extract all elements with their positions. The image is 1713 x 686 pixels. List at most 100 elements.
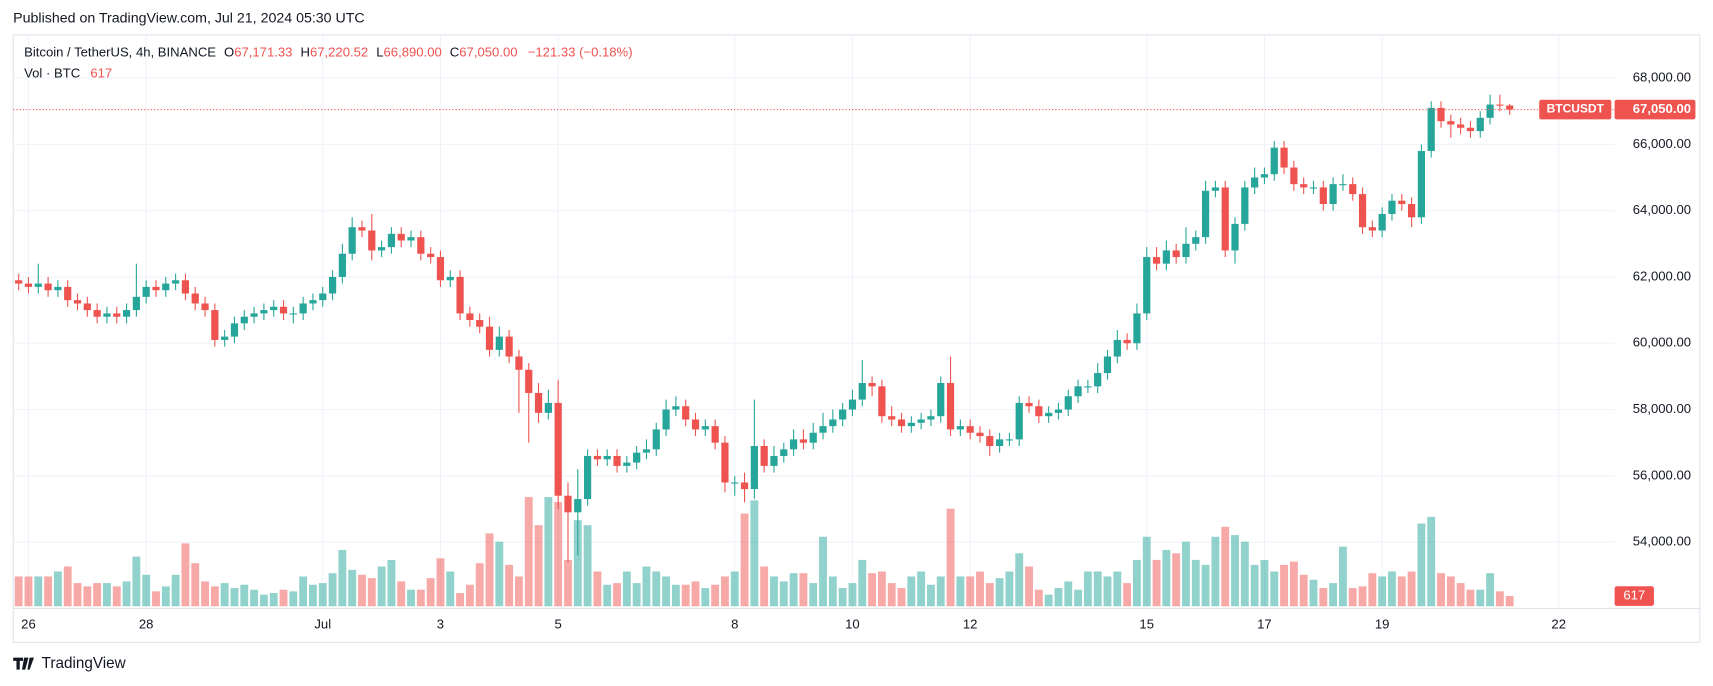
candle-body — [358, 227, 366, 231]
candle-body — [584, 455, 592, 500]
volume-bar — [181, 543, 190, 607]
volume-bar — [73, 583, 82, 607]
volume-bar — [966, 576, 975, 607]
volume-bar — [1201, 564, 1210, 607]
x-tick-label: 8 — [731, 616, 738, 631]
volume-tag: 617 — [1623, 587, 1645, 602]
candle-body — [24, 283, 33, 287]
candle-body — [1388, 200, 1396, 214]
x-tick-label: 3 — [437, 616, 444, 631]
symbol-tag-bg — [1539, 99, 1612, 120]
candle-body — [750, 446, 758, 490]
candle-body — [1054, 409, 1063, 413]
volume-bar — [917, 571, 926, 607]
volume-bar — [1093, 571, 1102, 607]
volume-bar — [112, 586, 121, 607]
candle-body — [476, 320, 484, 327]
volume-bar — [1476, 589, 1485, 607]
candle-body — [44, 283, 52, 291]
published-note: Published on TradingView.com, Jul 21, 20… — [13, 10, 365, 26]
candle-body — [1290, 167, 1298, 185]
volume-bar — [299, 576, 308, 607]
candle-body — [1113, 339, 1121, 357]
candle-body — [456, 276, 464, 314]
candle-body — [682, 406, 690, 420]
candle-body — [1201, 190, 1210, 238]
candle-body — [495, 336, 503, 350]
volume-bar — [1015, 553, 1024, 607]
candle-body — [1211, 187, 1220, 191]
volume-bar — [877, 571, 886, 607]
candle-body — [789, 439, 798, 450]
candle-body — [839, 409, 847, 420]
volume-bar — [201, 581, 209, 607]
volume-bar — [191, 563, 200, 607]
candle-body — [623, 462, 631, 466]
candle-body — [760, 446, 768, 466]
volume-bar — [122, 581, 131, 607]
volume-bar — [838, 588, 847, 607]
volume-bar — [868, 573, 877, 607]
candle-body — [1309, 187, 1318, 189]
volume-bar — [485, 533, 494, 607]
chart-frame — [12, 34, 1701, 643]
volume-bar — [564, 559, 572, 607]
brand-name: TradingView — [42, 655, 127, 672]
candle-body — [1152, 257, 1161, 264]
x-tick-label: 17 — [1257, 616, 1272, 631]
volume-bar — [1191, 559, 1200, 607]
candle-body — [770, 455, 778, 466]
volume-bar — [887, 583, 896, 607]
candle-body — [809, 432, 817, 443]
candle-body — [564, 495, 572, 513]
candle-body — [1476, 117, 1484, 132]
volume-bar — [397, 581, 406, 607]
candle-body — [397, 233, 405, 241]
volume-bar — [789, 573, 798, 607]
volume-bar — [53, 571, 62, 607]
legend-prefix: H — [300, 45, 309, 60]
legend-volume-row: Vol · BTC 617 — [24, 66, 112, 81]
candle-body — [15, 280, 23, 284]
candle-body — [1368, 227, 1376, 231]
candle-body — [1506, 105, 1514, 110]
volume-bar — [318, 583, 327, 607]
candle-body — [211, 310, 219, 340]
legend-change: −121.33 (−0.18%) — [528, 45, 633, 60]
volume-bar — [1054, 588, 1063, 607]
volume-bar — [1250, 564, 1259, 607]
y-tick-label: 60,000.00 — [1633, 335, 1691, 350]
candle-body — [103, 313, 111, 317]
volume-bar — [416, 589, 425, 607]
volume-bar — [721, 576, 729, 607]
candle-body — [132, 296, 140, 311]
volume-bar — [1466, 589, 1475, 607]
volume-bar — [387, 559, 396, 607]
candle-body — [407, 237, 415, 241]
brand-logo — [13, 657, 34, 670]
candle-body — [613, 455, 621, 466]
volume-bar — [1005, 571, 1014, 607]
volume-bar — [34, 576, 43, 607]
volume-bar — [907, 576, 916, 607]
candle-body — [819, 426, 827, 433]
volume-bar — [1299, 574, 1308, 607]
candle-body — [966, 426, 974, 433]
volume-bar — [1172, 553, 1181, 607]
candle-body — [417, 237, 425, 254]
volume-bar — [1103, 576, 1112, 607]
candle-body — [113, 313, 121, 317]
volume-bar — [1319, 588, 1328, 607]
volume-bar — [152, 591, 160, 607]
price-tag: 67,050.00 — [1633, 101, 1691, 116]
candle-body — [1162, 250, 1170, 264]
legend-prefix: L — [376, 45, 383, 60]
candle-body — [338, 253, 346, 277]
candle-body — [1123, 339, 1131, 344]
candle-body — [1182, 243, 1190, 258]
volume-bar — [671, 584, 680, 607]
volume-tag-bg — [1614, 586, 1654, 606]
volume-bar — [848, 583, 857, 607]
candle-body — [73, 300, 82, 304]
